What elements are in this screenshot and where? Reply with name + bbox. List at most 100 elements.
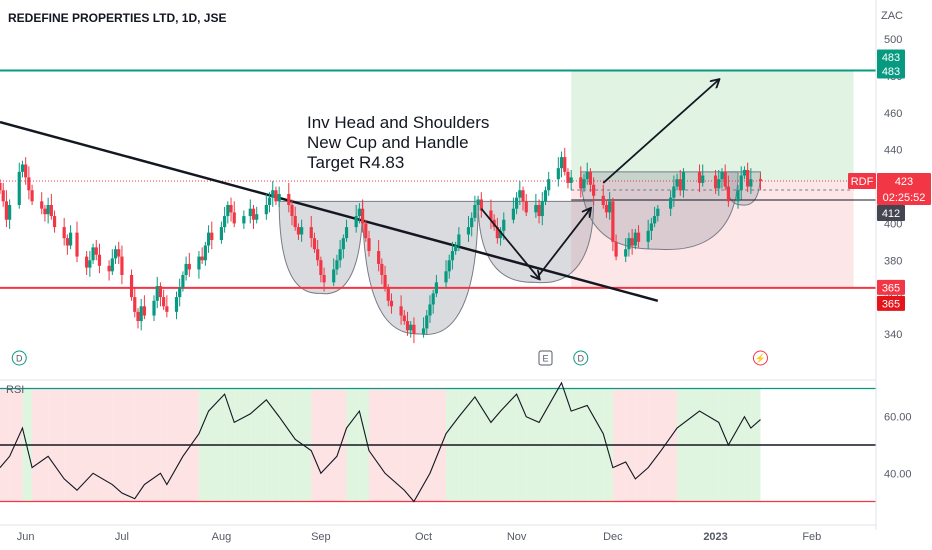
- candle: [678, 170, 682, 196]
- candle-body: [210, 232, 214, 240]
- candle: [585, 162, 589, 185]
- candle: [364, 219, 368, 242]
- candle-body: [232, 212, 236, 224]
- cup-shape[interactable]: [278, 200, 364, 295]
- candle-body: [633, 232, 637, 246]
- annotation-line-1[interactable]: Inv Head and Shoulders: [307, 113, 489, 132]
- candle-body: [255, 214, 259, 220]
- candle-body: [223, 216, 227, 228]
- candle-body: [165, 306, 169, 312]
- candle-body: [113, 249, 118, 259]
- candle: [624, 238, 628, 263]
- rsi-tick: 60.00: [884, 412, 912, 424]
- candle: [187, 252, 191, 277]
- candle-body: [383, 275, 387, 288]
- support-tag-lower[interactable]: 365: [877, 295, 905, 311]
- trendline-layer[interactable]: [0, 120, 659, 302]
- candle-body: [344, 227, 349, 239]
- candle-body: [470, 217, 474, 228]
- symbol-tag-bg: [848, 173, 876, 190]
- trend-arrow[interactable]: [538, 209, 590, 276]
- candle: [219, 221, 224, 244]
- candle: [120, 245, 124, 285]
- candle: [421, 317, 426, 338]
- support-tag-upper[interactable]: 365: [877, 279, 905, 295]
- dividend-event-icon[interactable]: D: [11, 350, 27, 366]
- trend-arrow[interactable]: [480, 208, 539, 279]
- candle: [604, 199, 609, 218]
- event-glyph: ⚡: [755, 353, 766, 365]
- candle: [229, 197, 233, 222]
- cup-shape[interactable]: [362, 200, 479, 335]
- current-price-tag-bg: [877, 173, 931, 206]
- support-tag-lower-bg: [877, 295, 905, 311]
- candle: [277, 186, 281, 207]
- candle-body: [88, 260, 92, 268]
- candle: [713, 170, 718, 194]
- annotation-line-3[interactable]: Target R4.83: [307, 153, 404, 172]
- candle: [524, 193, 528, 217]
- candle: [274, 186, 278, 205]
- loss-zone[interactable]: [571, 181, 854, 288]
- candle: [412, 317, 416, 344]
- candle: [636, 225, 641, 248]
- target-tag-upper[interactable]: 483: [877, 49, 905, 65]
- candle-body: [367, 238, 371, 252]
- split-event-icon[interactable]: ⚡: [752, 350, 768, 366]
- candle: [428, 295, 432, 323]
- candle: [399, 295, 403, 325]
- candle-body: [287, 193, 291, 205]
- candle-body: [611, 201, 615, 242]
- candle-body: [428, 304, 432, 316]
- candle: [8, 199, 12, 229]
- candle-body: [466, 227, 471, 235]
- candle: [669, 190, 673, 217]
- candle: [165, 295, 169, 318]
- candle: [559, 151, 564, 178]
- dividend-event-icon[interactable]: D: [573, 350, 589, 366]
- current-price-tag[interactable]: 423: [877, 173, 931, 206]
- candle: [588, 168, 593, 193]
- target-tag-lower[interactable]: 483: [877, 63, 905, 79]
- candle: [563, 147, 567, 176]
- candle: [601, 184, 605, 209]
- symbol-title: REDEFINE PROPERTIES LTD, 1D, JSE: [8, 11, 226, 25]
- profit-zone[interactable]: [571, 70, 854, 182]
- stop-tag[interactable]: 412: [877, 205, 905, 222]
- candle: [293, 206, 297, 231]
- candle: [383, 265, 387, 292]
- candle: [46, 197, 50, 224]
- candle-body: [515, 197, 519, 209]
- earnings-event-icon[interactable]: E: [538, 350, 553, 366]
- candle-body: [386, 287, 390, 301]
- candle-body: [601, 195, 605, 205]
- candle-body: [174, 297, 179, 312]
- candle-body: [27, 177, 31, 191]
- candle: [152, 295, 156, 322]
- symbol-tag[interactable]: RDF: [848, 173, 876, 190]
- trend-arrow[interactable]: [602, 80, 719, 184]
- price-tick: 460: [884, 108, 902, 120]
- target-tag-lower-bg: [877, 63, 905, 79]
- candle-body: [534, 205, 538, 213]
- candle-body: [563, 157, 567, 172]
- candle: [200, 247, 204, 264]
- candle-body: [675, 179, 679, 187]
- candle: [582, 173, 586, 193]
- cup-shape[interactable]: [580, 171, 739, 250]
- candle: [697, 164, 702, 193]
- event-glyph: E: [542, 354, 548, 364]
- candle-body: [226, 205, 230, 217]
- candle: [450, 241, 455, 270]
- cup-shape[interactable]: [477, 200, 595, 284]
- annotation-line-2[interactable]: New Cup and Handle: [307, 133, 469, 152]
- candle-body: [120, 256, 124, 275]
- descending-trendline[interactable]: [0, 120, 659, 302]
- rsi-line[interactable]: [0, 381, 761, 503]
- candle: [210, 221, 214, 250]
- candle-body: [30, 190, 34, 202]
- candle-body: [46, 205, 50, 215]
- candle-body: [454, 245, 458, 252]
- candle-body: [0, 182, 2, 191]
